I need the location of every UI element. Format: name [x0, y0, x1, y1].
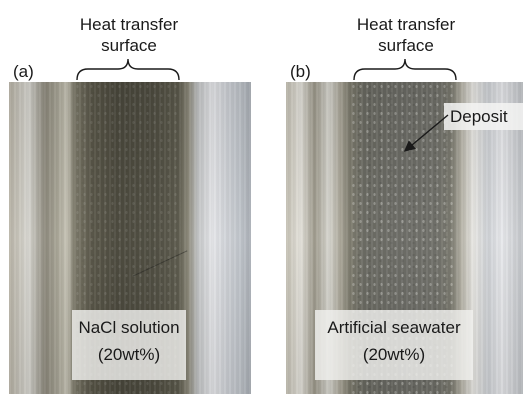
- panel-b-letter: (b): [290, 62, 311, 81]
- panel-b-heading: Heat transfer surface: [331, 14, 481, 56]
- panel-a-heading-line1: Heat transfer: [79, 15, 179, 34]
- deposit-arrow-icon: [403, 114, 449, 152]
- panel-a-caption-line1: NaCl solution: [78, 318, 180, 337]
- panel-a-photo: NaCl solution (20wt%): [9, 82, 251, 394]
- panel-b-caption-line1: Artificial seawater: [327, 318, 461, 337]
- panel-a-letter: (a): [13, 62, 34, 81]
- panel-a-heading: Heat transfer surface: [54, 14, 204, 56]
- panel-b-heading-line2: surface: [378, 36, 434, 55]
- panel-b-photo: Artificial seawater (20wt%) Deposit: [286, 82, 523, 394]
- panel-a-caption-line2: (20wt%): [97, 345, 161, 364]
- panel-b-caption-line2: (20wt%): [362, 345, 426, 364]
- deposit-label: Deposit: [444, 103, 523, 130]
- panel-b-heading-line1: Heat transfer: [356, 15, 456, 34]
- panel-a-brace: [76, 58, 180, 81]
- panel-a-caption: NaCl solution (20wt%): [72, 310, 186, 380]
- panel-a-heading-line2: surface: [101, 36, 157, 55]
- panel-b-brace: [353, 58, 457, 81]
- panel-b-caption: Artificial seawater (20wt%): [315, 310, 473, 380]
